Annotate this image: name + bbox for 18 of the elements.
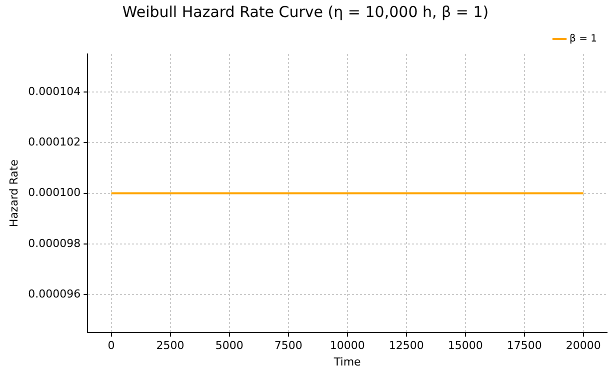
x-tick-label: 12500 bbox=[388, 339, 424, 352]
y-tick-label: 0.000098 bbox=[28, 236, 81, 250]
chart-title: Weibull Hazard Rate Curve (η = 10,000 h, β = 1) bbox=[122, 2, 489, 21]
x-axis-title: Time bbox=[332, 355, 362, 368]
y-tick-label: 0.000096 bbox=[28, 287, 81, 300]
x-tick-label: 10000 bbox=[330, 339, 365, 352]
legend-label: β = 1 bbox=[570, 34, 598, 45]
x-tick-label: 15000 bbox=[448, 339, 483, 352]
x-tick-label: 17500 bbox=[506, 339, 542, 352]
x-tick-label: 20000 bbox=[566, 339, 601, 352]
y-tick-label: 0.000102 bbox=[28, 136, 81, 149]
x-tick-label: 7500 bbox=[274, 339, 302, 352]
y-axis-title: Hazard Rate bbox=[7, 159, 20, 228]
y-tick-label: 0.000100 bbox=[28, 186, 81, 200]
x-tick-label: 0 bbox=[108, 339, 115, 352]
x-tick-label: 5000 bbox=[215, 339, 244, 352]
y-tick-label: 0.000104 bbox=[28, 84, 81, 98]
x-tick-label: 2500 bbox=[156, 339, 184, 352]
